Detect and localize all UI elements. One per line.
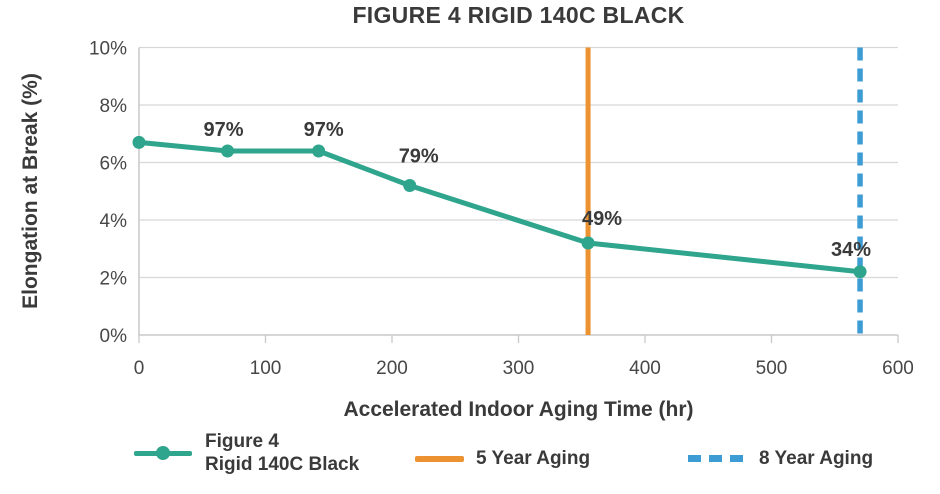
x-axis-title: Accelerated Indoor Aging Time (hr)	[343, 398, 694, 421]
legend-label-5-year-aging: 5 Year Aging	[476, 448, 591, 469]
legend-label-8-year-aging: 8 Year Aging	[759, 448, 874, 469]
x-tick-label-600: 600	[882, 358, 914, 379]
x-tick-label-100: 100	[250, 358, 282, 379]
series-point-2	[312, 144, 326, 158]
y-tick-label-8: 8%	[100, 96, 128, 117]
x-tick-label-200: 200	[376, 358, 408, 379]
series-line-swatch-icon	[134, 446, 192, 461]
series-point-5	[853, 265, 867, 279]
series-marker-dot-icon	[156, 446, 170, 461]
legend-item-5-year-aging: 5 Year Aging	[415, 447, 590, 470]
y-tick-label-0: 0%	[100, 326, 128, 347]
x-tick-label-400: 400	[629, 358, 661, 379]
five-year-line-swatch-icon	[415, 455, 464, 462]
point-label-2: 97%	[304, 119, 344, 141]
y-tick-label-2: 2%	[100, 269, 128, 290]
point-label-4: 49%	[582, 208, 622, 230]
series-point-0	[132, 135, 146, 149]
legend-item-8-year-aging: 8 Year Aging	[688, 447, 873, 470]
point-label-3: 79%	[399, 146, 439, 168]
x-tick-label-300: 300	[503, 358, 535, 379]
legend-label-series: Figure 4 Rigid 140C Black	[205, 431, 360, 476]
point-label-5: 34%	[831, 239, 871, 261]
series-point-3	[403, 179, 417, 192]
chart-title: FIGURE 4 RIGID 140C BLACK	[352, 2, 685, 28]
series-point-4	[581, 236, 595, 250]
eight-year-dashed-swatch-icon	[688, 455, 746, 463]
y-tick-label-4: 4%	[100, 211, 128, 232]
series-line	[136, 139, 863, 275]
series-point-1	[221, 144, 235, 158]
y-tick-label-6: 6%	[100, 154, 128, 175]
legend-item-series: Figure 4 Rigid 140C Black	[134, 430, 359, 476]
y-tick-label-10: 10%	[89, 39, 127, 60]
x-tick-label-0: 0	[134, 358, 145, 379]
point-label-1: 97%	[204, 119, 244, 141]
x-tick-label-500: 500	[756, 358, 788, 379]
